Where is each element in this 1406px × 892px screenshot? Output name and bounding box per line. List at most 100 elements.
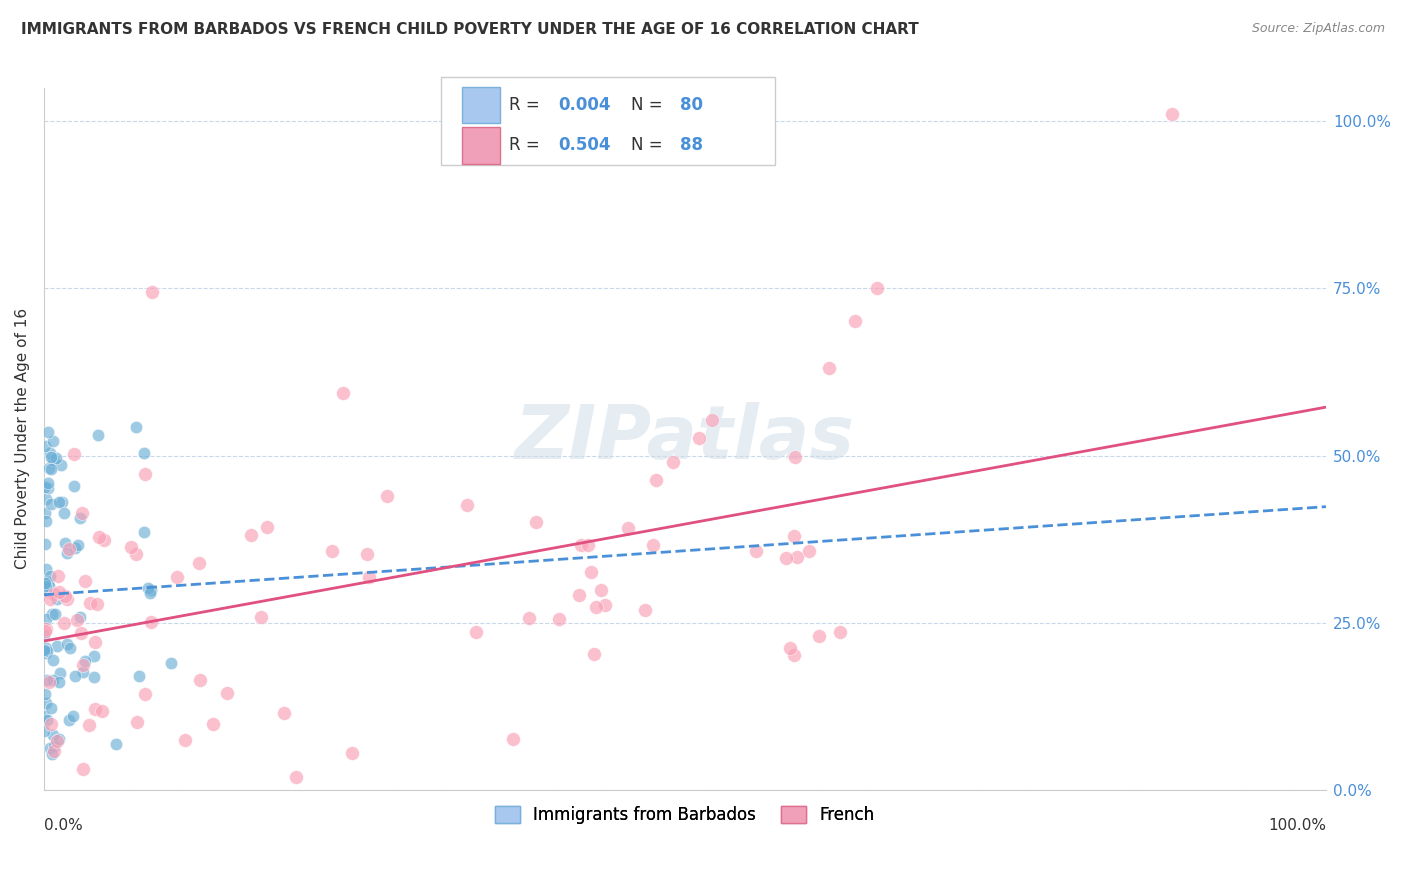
- Point: [58, 541, 80, 556]
- Point: [617, 521, 640, 535]
- Point: [62, 709, 84, 723]
- Point: [524, 515, 547, 529]
- Point: [786, 550, 808, 565]
- Point: [502, 732, 524, 747]
- Point: [357, 570, 380, 584]
- Point: [56, 546, 79, 560]
- Point: [134, 524, 156, 539]
- Point: [93, 533, 115, 548]
- Text: N =: N =: [631, 96, 668, 114]
- Point: [1161, 107, 1184, 121]
- Point: [464, 624, 486, 639]
- Point: [63, 541, 86, 555]
- Point: [866, 281, 889, 295]
- Point: [72, 665, 94, 680]
- Point: [37, 425, 59, 439]
- Point: [69, 610, 91, 624]
- Point: [42, 453, 65, 467]
- Point: [34, 687, 56, 701]
- Point: [45, 450, 67, 465]
- Point: [34, 439, 56, 453]
- Point: [86, 427, 108, 442]
- Point: [375, 489, 398, 503]
- Point: [818, 361, 841, 376]
- Point: [689, 431, 711, 445]
- Point: [53, 536, 76, 550]
- Point: [127, 714, 149, 729]
- Point: [744, 544, 766, 558]
- Point: [70, 506, 93, 520]
- Point: [52, 615, 75, 630]
- Point: [589, 582, 612, 597]
- Text: R =: R =: [509, 96, 546, 114]
- Point: [49, 458, 72, 472]
- Point: [35, 673, 58, 688]
- Point: [166, 570, 188, 584]
- Text: R =: R =: [509, 136, 546, 154]
- Point: [700, 413, 723, 427]
- Point: [340, 747, 363, 761]
- Point: [134, 687, 156, 701]
- Point: [569, 538, 592, 552]
- Point: [120, 540, 142, 554]
- Text: 100.0%: 100.0%: [1268, 818, 1326, 833]
- Y-axis label: Child Poverty Under the Age of 16: Child Poverty Under the Age of 16: [15, 309, 30, 569]
- Point: [48, 585, 70, 599]
- Text: 88: 88: [681, 136, 703, 154]
- Point: [38, 579, 60, 593]
- Point: [39, 446, 62, 460]
- Point: [79, 596, 101, 610]
- Point: [34, 628, 56, 642]
- Point: [141, 583, 163, 598]
- Point: [77, 718, 100, 732]
- Point: [35, 579, 58, 593]
- Point: [250, 610, 273, 624]
- Point: [72, 762, 94, 776]
- Point: [273, 706, 295, 720]
- Point: [35, 562, 58, 576]
- Point: [256, 520, 278, 534]
- Point: [38, 569, 60, 583]
- Point: [39, 591, 62, 606]
- Point: [138, 586, 160, 600]
- Point: [91, 704, 114, 718]
- Point: [48, 732, 70, 747]
- Point: [134, 446, 156, 460]
- Point: [83, 648, 105, 663]
- Point: [84, 635, 107, 649]
- Point: [141, 615, 163, 629]
- Point: [56, 592, 79, 607]
- Point: [783, 648, 806, 663]
- Point: [48, 666, 70, 681]
- Point: [38, 461, 60, 475]
- Point: [844, 314, 866, 328]
- FancyBboxPatch shape: [441, 78, 775, 165]
- Point: [128, 668, 150, 682]
- Point: [58, 713, 80, 727]
- Point: [34, 646, 56, 660]
- Point: [42, 434, 65, 449]
- Point: [53, 506, 76, 520]
- Point: [66, 613, 89, 627]
- Point: [32, 709, 55, 723]
- Point: [84, 702, 107, 716]
- Point: [39, 497, 62, 511]
- Point: [188, 556, 211, 570]
- Point: [35, 696, 58, 710]
- Point: [595, 598, 617, 612]
- Point: [456, 498, 478, 512]
- Point: [34, 506, 56, 520]
- Point: [42, 728, 65, 742]
- Point: [63, 669, 86, 683]
- Point: [62, 447, 84, 461]
- Point: [785, 450, 807, 464]
- Point: [42, 652, 65, 666]
- Point: [159, 657, 181, 671]
- Point: [201, 716, 224, 731]
- Text: 0.504: 0.504: [558, 136, 610, 154]
- Point: [579, 566, 602, 580]
- Point: [75, 574, 97, 588]
- Point: [321, 544, 343, 558]
- Point: [41, 717, 63, 731]
- Point: [44, 744, 66, 758]
